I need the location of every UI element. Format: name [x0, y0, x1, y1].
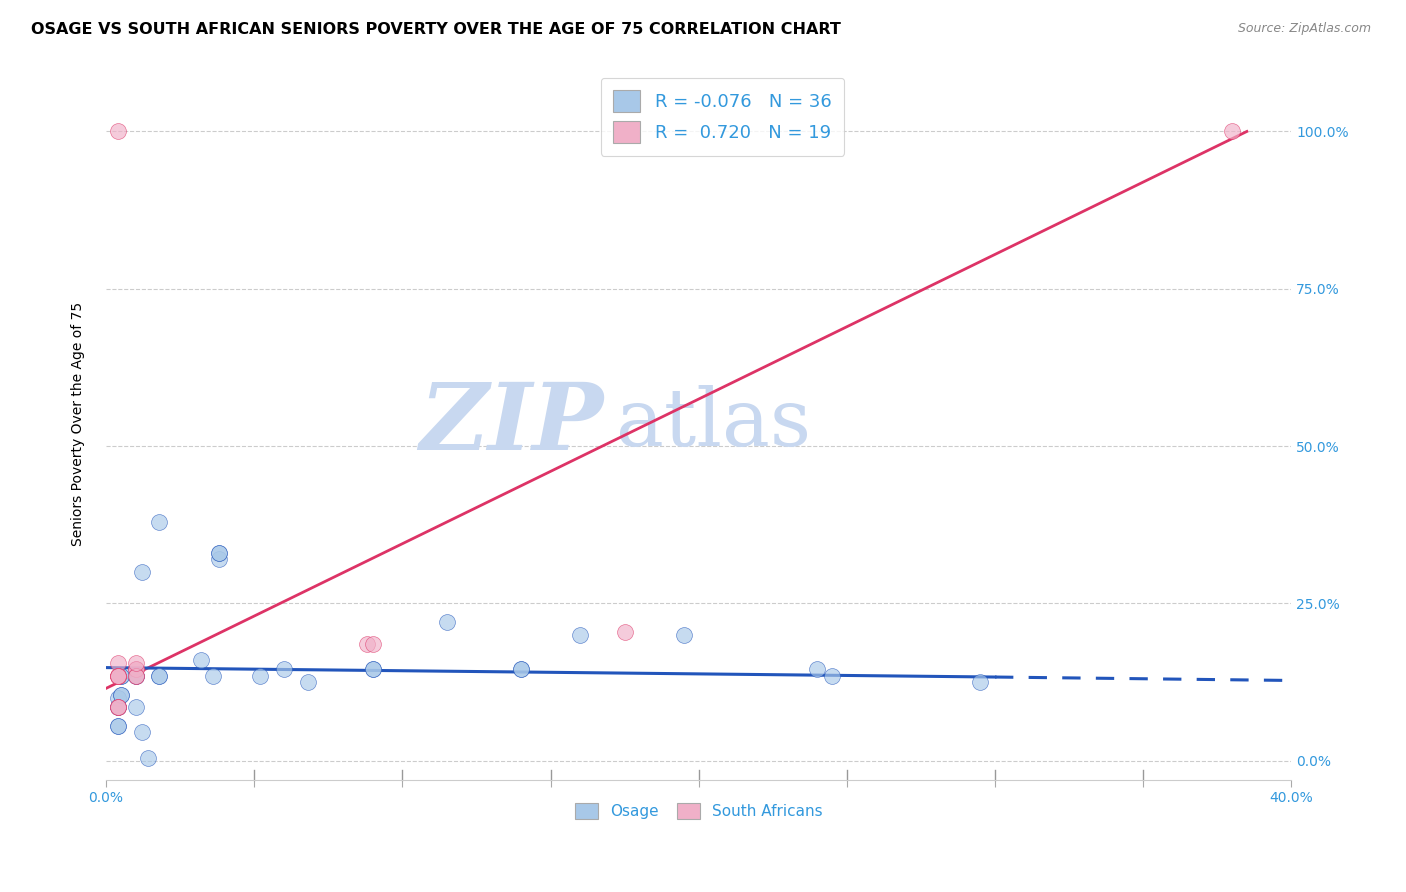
Point	[125, 669, 148, 683]
Point	[356, 637, 378, 651]
Point	[107, 700, 129, 714]
Point	[148, 515, 170, 529]
Point	[569, 628, 592, 642]
Point	[107, 719, 129, 733]
Point	[201, 669, 224, 683]
Text: atlas: atlas	[616, 385, 811, 463]
Point	[110, 669, 132, 683]
Point	[125, 700, 148, 714]
Point	[107, 669, 129, 683]
Point	[821, 669, 844, 683]
Point	[136, 750, 159, 764]
Point	[125, 669, 148, 683]
Point	[190, 653, 212, 667]
Point	[361, 663, 384, 677]
Text: Source: ZipAtlas.com: Source: ZipAtlas.com	[1237, 22, 1371, 36]
Point	[131, 565, 153, 579]
Point	[125, 663, 148, 677]
Point	[110, 669, 132, 683]
Point	[1220, 124, 1243, 138]
Point	[148, 669, 170, 683]
Point	[208, 546, 231, 560]
Point	[107, 700, 129, 714]
Point	[806, 663, 828, 677]
Point	[148, 669, 170, 683]
Point	[361, 637, 384, 651]
Text: OSAGE VS SOUTH AFRICAN SENIORS POVERTY OVER THE AGE OF 75 CORRELATION CHART: OSAGE VS SOUTH AFRICAN SENIORS POVERTY O…	[31, 22, 841, 37]
Point	[125, 669, 148, 683]
Point	[110, 688, 132, 702]
Point	[208, 546, 231, 560]
Point	[208, 552, 231, 566]
Point	[297, 675, 319, 690]
Point	[107, 669, 129, 683]
Point	[107, 669, 129, 683]
Point	[273, 663, 295, 677]
Point	[107, 700, 129, 714]
Point	[131, 725, 153, 739]
Point	[107, 656, 129, 670]
Point	[107, 124, 129, 138]
Point	[509, 663, 531, 677]
Point	[436, 615, 458, 630]
Point	[107, 690, 129, 705]
Legend: Osage, South Africans: Osage, South Africans	[568, 797, 828, 825]
Point	[110, 688, 132, 702]
Point	[509, 663, 531, 677]
Point	[125, 669, 148, 683]
Y-axis label: Seniors Poverty Over the Age of 75: Seniors Poverty Over the Age of 75	[72, 302, 86, 546]
Point	[125, 656, 148, 670]
Point	[249, 669, 271, 683]
Point	[107, 719, 129, 733]
Point	[361, 663, 384, 677]
Point	[613, 624, 636, 639]
Point	[107, 700, 129, 714]
Point	[107, 700, 129, 714]
Point	[969, 675, 991, 690]
Point	[672, 628, 695, 642]
Point	[107, 669, 129, 683]
Point	[125, 663, 148, 677]
Point	[107, 669, 129, 683]
Text: ZIP: ZIP	[419, 379, 605, 469]
